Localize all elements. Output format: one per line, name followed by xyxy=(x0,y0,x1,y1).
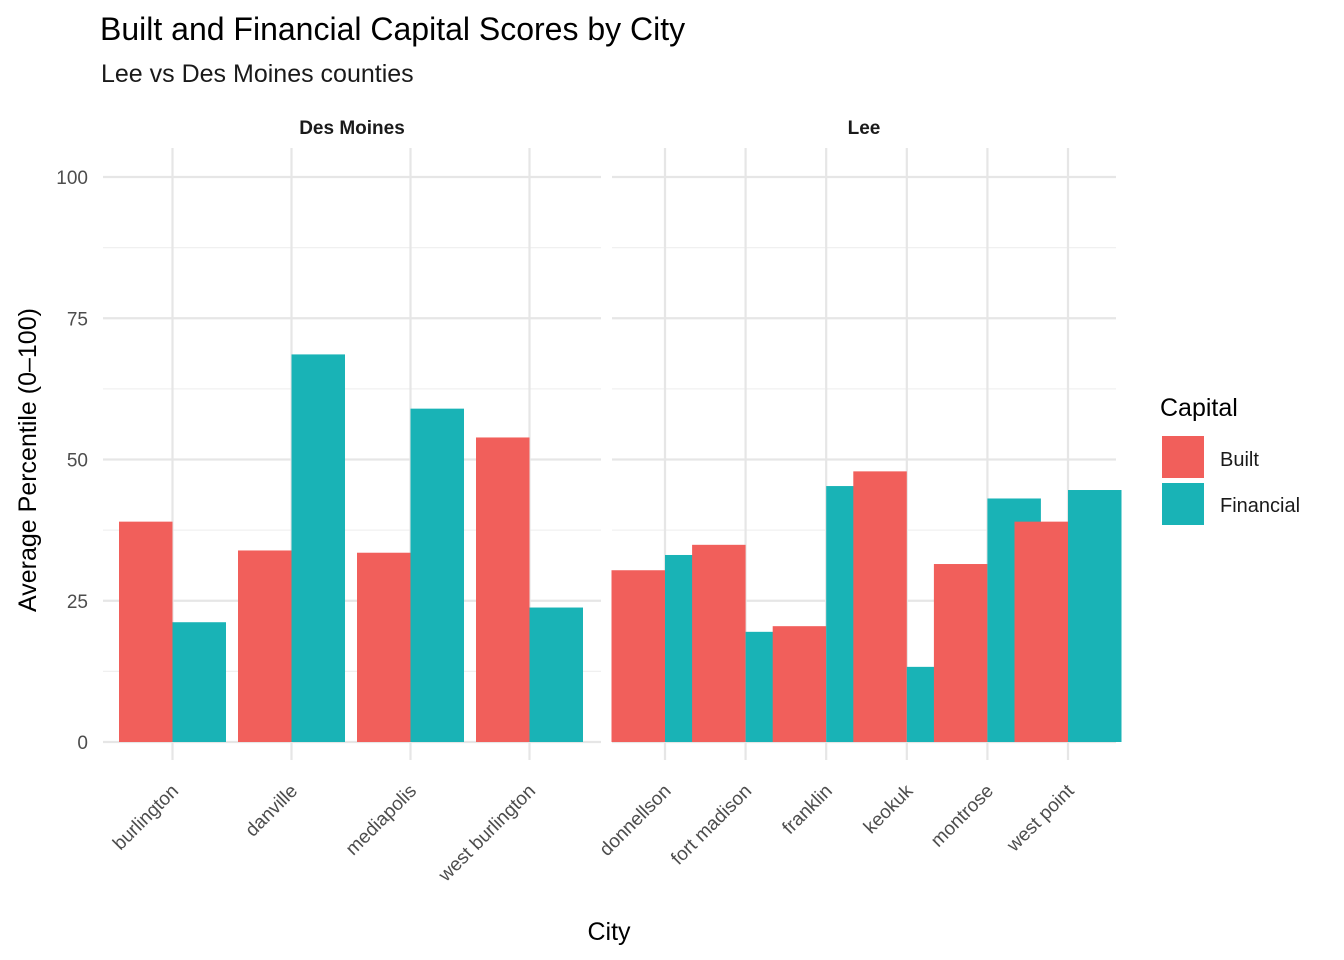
y-tick-label: 25 xyxy=(67,592,88,613)
bar-burlington-built xyxy=(119,521,173,742)
x-tick-label: danville xyxy=(242,781,302,841)
chart-subtitle: Lee vs Des Moines counties xyxy=(101,60,414,88)
bar-danville-built xyxy=(238,550,292,742)
legend-title: Capital xyxy=(1160,394,1238,422)
bar-mediapolis-financial xyxy=(410,408,464,742)
legend: Capital Built Financial xyxy=(1160,394,1300,525)
x-tick-label: fort madison xyxy=(667,781,756,870)
y-axis-title: Average Percentile (0–100) xyxy=(14,308,42,612)
facet-strip-label: Lee xyxy=(848,118,881,139)
legend-key-financial xyxy=(1162,483,1204,525)
x-tick-label: mediapolis xyxy=(342,781,421,860)
legend-label-built: Built xyxy=(1220,449,1259,471)
facet-strip-label: Des Moines xyxy=(299,118,405,139)
bar-mediapolis-built xyxy=(357,552,411,742)
x-tick-label: west burlington xyxy=(434,781,540,887)
bar-burlington-financial xyxy=(172,622,226,742)
facet-panel-des-moines: Des Moines burlington danville mediapolis we… xyxy=(103,118,601,887)
bar-keokuk-built xyxy=(853,471,907,742)
x-tick-label: west point xyxy=(1002,780,1079,857)
bar-west-point-financial xyxy=(1068,490,1122,742)
bar-danville-financial xyxy=(291,354,345,742)
bar-donnellson-built xyxy=(611,570,665,742)
x-tick-label: donnellson xyxy=(596,781,676,861)
y-axis: 0 25 50 75 100 xyxy=(56,168,88,754)
y-tick-label: 50 xyxy=(67,451,88,472)
x-tick-label: burlington xyxy=(109,781,183,855)
x-tick-label: montrose xyxy=(927,781,998,852)
bar-franklin-built xyxy=(772,626,827,742)
legend-label-financial: Financial xyxy=(1220,495,1300,517)
y-tick-label: 0 xyxy=(77,733,88,754)
y-tick-label: 75 xyxy=(67,309,88,330)
bar-west-burlington-built xyxy=(476,437,530,742)
bar-fort-madison-built xyxy=(692,544,746,742)
bar-west-burlington-financial xyxy=(529,607,583,742)
y-tick-label: 100 xyxy=(56,168,88,189)
x-axis-title: City xyxy=(587,918,631,946)
x-tick-label: franklin xyxy=(779,781,837,839)
bar-montrose-built xyxy=(933,564,988,742)
legend-key-built xyxy=(1162,436,1204,478)
bar-west-point-built xyxy=(1014,521,1068,742)
x-tick-label: keokuk xyxy=(860,780,918,838)
chart-title: Built and Financial Capital Scores by Ci… xyxy=(100,11,685,47)
